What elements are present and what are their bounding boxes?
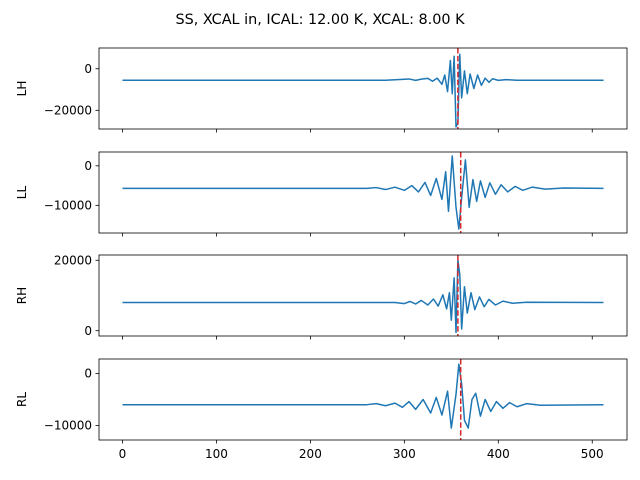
xtick-label-rl-100: 100 xyxy=(205,447,228,461)
xtick-label-rl-200: 200 xyxy=(299,447,322,461)
series-line-lh xyxy=(122,53,604,128)
ytick-label-rl-1: −10000 xyxy=(44,419,92,433)
subplots-container: 0 −20000 LH 0 −10000 LL 20000 0 RH 0 100 200 300 400 5… xyxy=(15,47,628,461)
xtick-label-rl-500: 500 xyxy=(581,447,604,461)
axes-frame-rh xyxy=(98,254,628,337)
subplot-rh: 20000 0 RH xyxy=(15,253,628,340)
ytick-label-ll-0: 0 xyxy=(84,159,92,173)
ytick-label-lh-0: 0 xyxy=(84,62,92,76)
ytick-label-lh-1: −20000 xyxy=(44,104,92,118)
xtick-label-rl-400: 400 xyxy=(487,447,510,461)
xtick-label-rl-0: 0 xyxy=(119,447,127,461)
ylabel-ll: LL xyxy=(15,186,29,200)
subplot-ll: 0 −10000 LL xyxy=(15,151,628,237)
ylabel-rl: RL xyxy=(15,392,29,407)
axes-frame-rl xyxy=(98,358,628,441)
series-line-rl xyxy=(122,363,604,429)
ytick-label-rh-1: 0 xyxy=(84,324,92,338)
ylabel-lh: LH xyxy=(15,81,29,97)
axes-frame-lh xyxy=(98,47,628,130)
figure-title: SS, XCAL in, ICAL: 12.00 K, XCAL: 8.00 K xyxy=(175,12,465,28)
series-line-rh xyxy=(122,259,604,334)
subplot-rl: 0 100 200 300 400 500 0 −10000 RL xyxy=(15,358,628,461)
ytick-label-rh-0: 20000 xyxy=(54,253,92,267)
subplot-lh: 0 −20000 LH xyxy=(15,47,628,133)
ytick-label-rl-0: 0 xyxy=(84,367,92,381)
ytick-label-ll-1: −10000 xyxy=(44,199,92,213)
series-line-ll xyxy=(122,155,604,230)
axes-frame-ll xyxy=(98,151,628,234)
xtick-label-rl-300: 300 xyxy=(393,447,416,461)
ylabel-rh: RH xyxy=(15,287,29,304)
